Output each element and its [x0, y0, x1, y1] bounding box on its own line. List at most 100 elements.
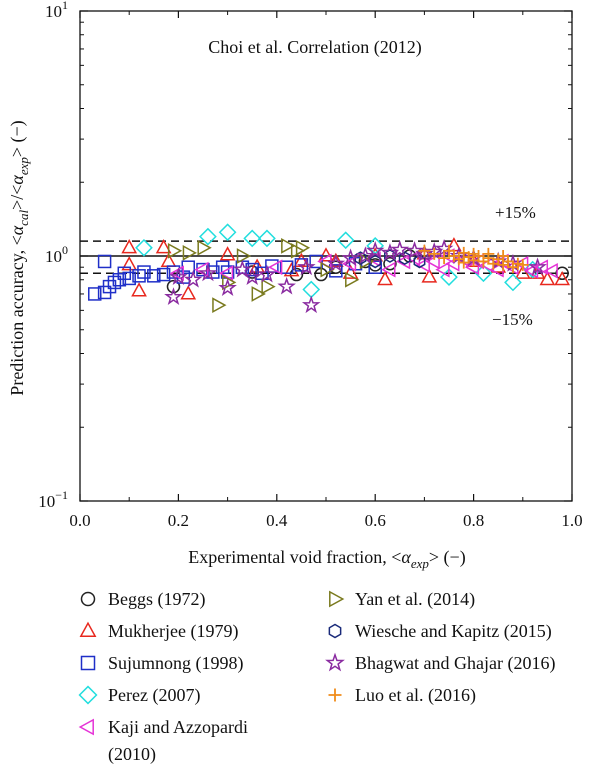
data-point-triangle-left	[268, 259, 283, 276]
legend-marker-diamond	[78, 685, 98, 705]
data-point-triangle-right	[212, 297, 227, 314]
legend-item: Beggs (1972)	[80, 589, 206, 610]
data-point-star	[297, 257, 316, 276]
data-point-triangle-left	[381, 261, 396, 278]
legend-item: Sujumnong (1998)	[80, 653, 244, 674]
x-tick-label: 0.8	[463, 511, 484, 530]
legend-label: Kaji and Azzopardi	[108, 717, 248, 737]
y-tick-label: 101	[45, 0, 68, 21]
x-tick-label: 0.2	[168, 511, 189, 530]
legend-item: Luo et al. (2016)	[328, 685, 476, 706]
data-point-square	[137, 265, 151, 279]
data-point-triangle-right	[345, 271, 360, 288]
legend-label: Beggs (1972)	[108, 589, 206, 610]
legend-marker-star	[325, 652, 345, 672]
data-point-triangle-left	[464, 259, 480, 276]
data-point-square	[107, 275, 122, 290]
legend-label: Sujumnong (1998)	[108, 653, 244, 674]
legend-marker-triangle-right	[329, 590, 345, 608]
data-point-triangle-up	[180, 285, 197, 300]
data-point-triangle-right	[320, 261, 335, 278]
axes: 0.0 0.2 0.4 0.6 0.8 1.0 10−1 100 101	[38, 0, 582, 530]
legend-label: Mukherjee (1979)	[108, 621, 238, 642]
legend-marker-circle	[80, 591, 96, 607]
data-point-star	[233, 259, 252, 278]
data-point-plus	[438, 252, 451, 265]
data-point-square	[117, 266, 132, 281]
data-point-triangle-up	[377, 270, 393, 286]
x-tick-label: 1.0	[561, 511, 582, 530]
series-star	[164, 239, 547, 314]
data-point-plus	[418, 244, 431, 257]
legend-item: Wiesche and Kapitz (2015)	[328, 621, 552, 642]
chart-title: Choi et al. Correlation (2012)	[208, 37, 421, 58]
series-square	[88, 254, 382, 301]
data-point-star	[341, 248, 360, 267]
data-point-star	[326, 253, 346, 272]
legend-label: Yan et al. (2014)	[355, 589, 475, 610]
plot-area	[80, 223, 572, 314]
data-point-diamond	[243, 229, 262, 248]
data-point-plus	[502, 255, 515, 268]
data-point-star	[405, 241, 424, 259]
data-point-diamond	[440, 268, 458, 286]
data-point-star	[356, 246, 375, 264]
data-point-star	[198, 263, 218, 282]
legend-item: Kaji and Azzopardi (2010)	[78, 717, 248, 765]
data-point-hexagon	[369, 254, 382, 269]
data-point-diamond	[504, 273, 522, 292]
data-point-triangle-up	[121, 256, 138, 271]
data-point-star	[380, 243, 400, 261]
legend-label: Bhagwat and Ghajar (2016)	[355, 653, 555, 674]
data-point-hexagon	[413, 254, 426, 269]
data-point-square	[122, 271, 136, 286]
data-point-square	[88, 287, 102, 301]
data-point-triangle-right	[295, 239, 311, 256]
data-point-triangle-right	[261, 278, 276, 295]
data-point-triangle-left	[415, 257, 430, 273]
data-point-triangle-left	[435, 261, 450, 278]
data-point-circle	[555, 266, 569, 281]
y-tick-label: 100	[45, 243, 68, 266]
data-point-plus	[443, 244, 455, 257]
data-point-plus	[497, 250, 510, 262]
upper-limit-label: +15%	[495, 203, 536, 222]
legend: Beggs (1972) Mukherjee (1979) Sujumnong (1…	[78, 589, 555, 765]
data-point-hexagon	[384, 249, 396, 263]
data-point-triangle-up	[249, 258, 265, 273]
data-point-triangle-right	[197, 239, 212, 256]
data-point-square	[215, 260, 230, 274]
data-point-circle	[383, 256, 397, 271]
data-point-square	[206, 265, 220, 279]
legend-label: Wiesche and Kapitz (2015)	[355, 621, 552, 642]
data-point-triangle-right	[167, 242, 183, 259]
data-point-triangle-left	[425, 253, 440, 270]
data-point-triangle-up	[421, 268, 438, 283]
data-point-triangle-up	[219, 246, 236, 261]
data-point-diamond	[302, 280, 321, 299]
data-point-triangle-right	[182, 244, 197, 261]
data-point-triangle-right	[251, 286, 266, 302]
data-point-square	[97, 254, 112, 269]
data-point-triangle-up	[121, 239, 138, 254]
data-point-triangle-left	[194, 261, 209, 278]
data-point-plus	[428, 247, 441, 260]
data-point-plus	[467, 247, 480, 260]
x-tick-label: 0.0	[69, 511, 90, 530]
lower-limit-label: −15%	[492, 310, 533, 329]
data-point-triangle-right	[281, 237, 296, 254]
x-axis-label: Experimental void fraction, <αexp> (−)	[188, 547, 465, 571]
data-point-plus	[511, 257, 524, 270]
data-point-star	[301, 295, 321, 314]
data-point-square	[132, 269, 146, 283]
data-point-square	[156, 267, 171, 282]
data-point-star	[365, 241, 385, 259]
data-point-diamond	[135, 238, 153, 257]
legend-item: Mukherjee (1979)	[79, 621, 238, 642]
data-point-triangle-up	[554, 270, 571, 286]
data-point-triangle-left	[169, 265, 184, 282]
data-point-diamond	[199, 227, 217, 246]
data-point-triangle-up	[539, 270, 556, 286]
data-point-star	[277, 276, 296, 295]
